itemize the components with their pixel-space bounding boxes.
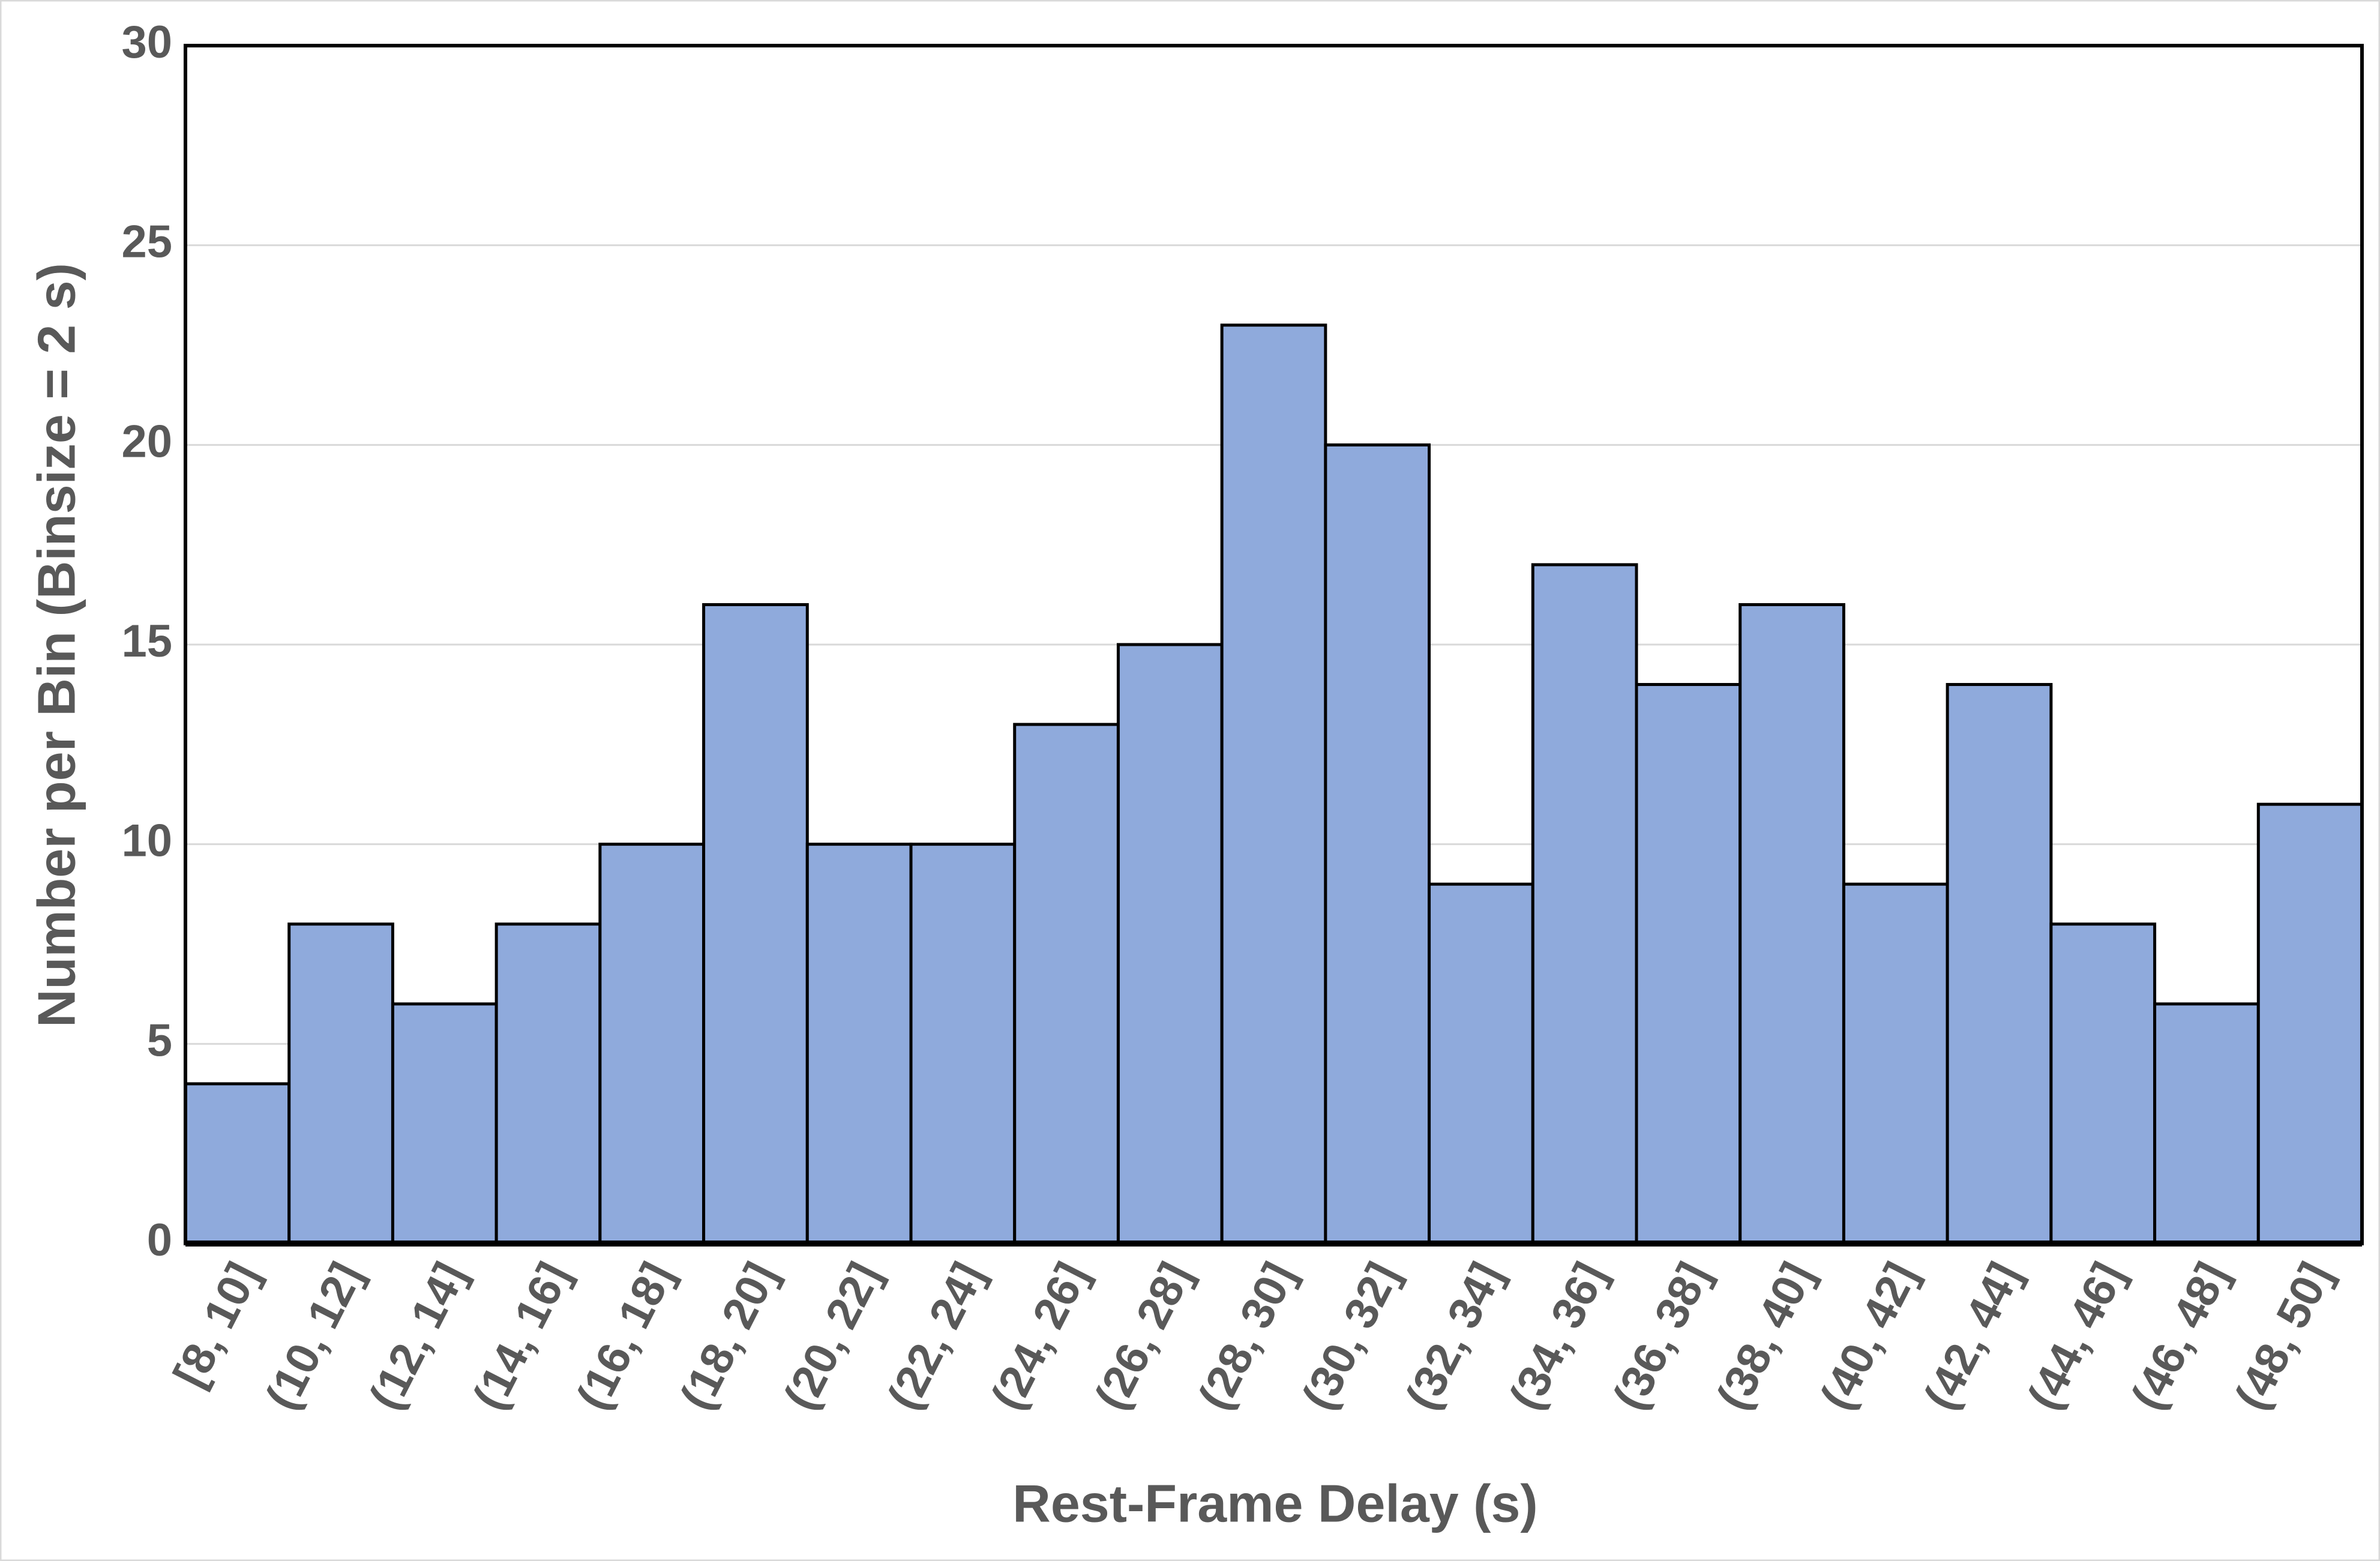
bar: [1013, 723, 1120, 1245]
y-tick-label: 30: [121, 17, 172, 68]
bar: [598, 843, 706, 1245]
y-tick-label: 10: [121, 816, 172, 867]
y-tick-label: 25: [121, 217, 172, 268]
bar: [1738, 603, 1845, 1245]
bar: [909, 843, 1017, 1245]
bar: [805, 843, 913, 1245]
y-tick-label: 20: [121, 416, 172, 467]
bar: [1116, 643, 1224, 1245]
y-axis-title: Number per Bin (Binsize = 2 s): [26, 263, 86, 1027]
bar: [184, 1082, 291, 1245]
bar: [1531, 563, 1638, 1245]
bar: [1220, 323, 1327, 1245]
x-axis-title: Rest-Frame Delay (s): [1012, 1473, 1537, 1533]
bar: [1635, 683, 1742, 1245]
bar: [287, 922, 394, 1245]
bar: [1324, 443, 1431, 1245]
bar: [702, 603, 809, 1245]
y-tick-label: 0: [147, 1215, 172, 1266]
bar: [1428, 882, 1534, 1245]
bar: [1842, 882, 1949, 1245]
bar: [2049, 922, 2157, 1245]
bar: [2256, 802, 2364, 1245]
y-tick-label: 15: [121, 616, 172, 667]
y-tick-label: 5: [147, 1015, 172, 1066]
bar: [2153, 1002, 2260, 1245]
bar: [494, 922, 602, 1245]
bar: [1946, 683, 2053, 1245]
bar: [391, 1002, 498, 1245]
